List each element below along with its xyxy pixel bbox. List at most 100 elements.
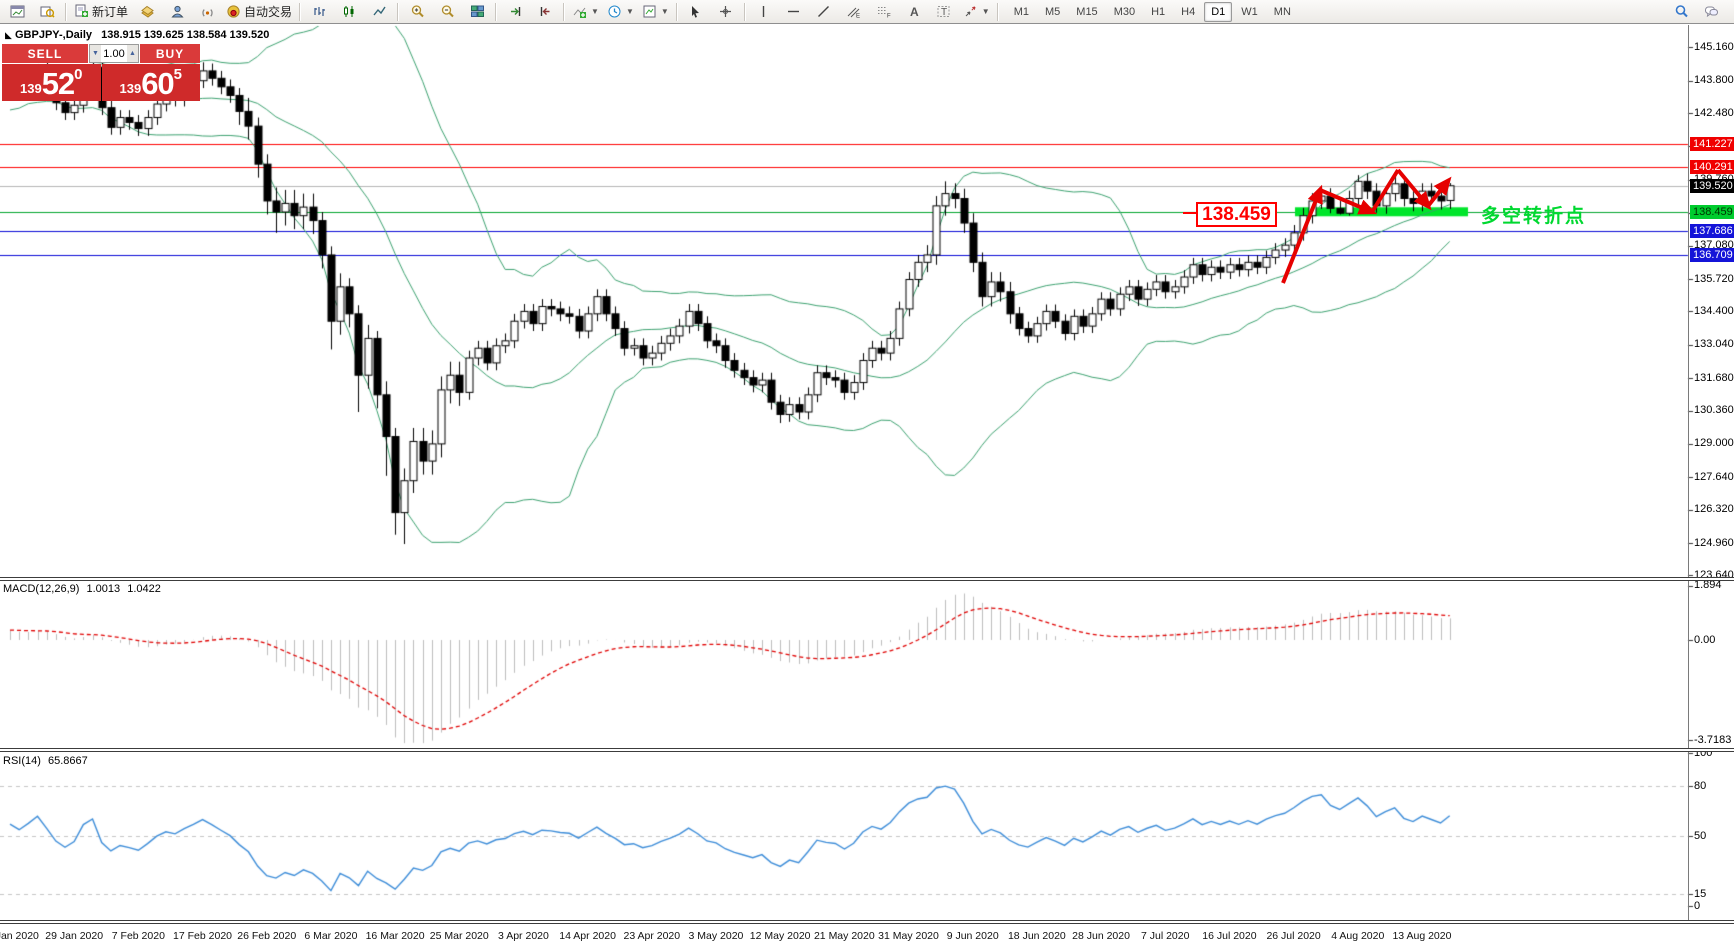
toolbar-button-shift-end[interactable]: [500, 1, 530, 23]
toolbar-button-chat[interactable]: [1696, 1, 1726, 23]
price-axis-tick: 142.480: [1694, 106, 1734, 119]
text-icon: A: [906, 4, 921, 19]
toolbar-button-chart-window[interactable]: [2, 1, 32, 23]
toolbar-button-hline[interactable]: [779, 1, 809, 23]
rsi-axis-tick: 15: [1694, 887, 1707, 900]
timeframe-button-m15[interactable]: M15: [1076, 5, 1098, 18]
rsi-axis-tick: 50: [1694, 829, 1707, 842]
sell-button[interactable]: SELL: [2, 44, 89, 63]
shift-end-icon: [508, 4, 523, 19]
price-callout-box[interactable]: 138.459: [1196, 202, 1277, 227]
toolbar-button-line-chart[interactable]: [364, 1, 394, 23]
toolbar-button-signal[interactable]: [192, 1, 222, 23]
toolbar-button-channel[interactable]: E: [839, 1, 869, 23]
toolbar-button-search[interactable]: [1666, 1, 1696, 23]
timeframe-button-m1[interactable]: M1: [1013, 5, 1029, 18]
date-axis-label: 13 Aug 2020: [1392, 930, 1452, 942]
turning-point-label[interactable]: 多空转折点: [1481, 206, 1587, 227]
toolbar-button-cursor[interactable]: [681, 1, 711, 23]
timeframe-button-w1[interactable]: W1: [1241, 5, 1258, 18]
rsi-label: RSI(14) 65.8667: [3, 755, 88, 767]
buy-price-sup: 5: [173, 66, 183, 83]
timeframe-button-h1[interactable]: H1: [1151, 5, 1166, 18]
timeframe-button-d1[interactable]: D1: [1204, 1, 1233, 22]
price-axis-tick: 130.360: [1694, 404, 1734, 417]
trendline-icon: [816, 4, 831, 19]
toolbar-button-deposit[interactable]: [132, 1, 162, 23]
autotrade-icon: [226, 4, 241, 19]
toolbar-button-vline[interactable]: [749, 1, 779, 23]
toolbar-separator: [495, 2, 498, 21]
zoom-in-icon: [410, 4, 425, 19]
date-axis-label: 3 May 2020: [688, 930, 744, 942]
buy-price[interactable]: 139 60 5: [101, 64, 200, 101]
toolbar-button-arrows[interactable]: ▼: [959, 1, 994, 23]
candle-chart-icon: [342, 4, 357, 19]
timeframe-button-h4[interactable]: H4: [1181, 5, 1196, 18]
price-axis-tick: 133.040: [1694, 338, 1734, 351]
date-axis-label: 31 May 2020: [878, 930, 939, 942]
toolbar-button-text-label[interactable]: T: [929, 1, 959, 23]
price-callout-dash: [1183, 212, 1196, 214]
buy-button[interactable]: BUY: [139, 44, 200, 63]
price-axis-tick: 143.800: [1694, 74, 1734, 87]
data-window-icon: [40, 4, 55, 19]
chevron-down-icon[interactable]: ▼: [591, 7, 599, 16]
toolbar-button-zoom-out[interactable]: [432, 1, 462, 23]
price-line-label: 136.709: [1690, 247, 1734, 262]
chevron-down-icon[interactable]: ▼: [981, 7, 990, 16]
volume-up-button[interactable]: ▲: [127, 45, 138, 62]
one-click-collapse-icon[interactable]: ◣: [5, 30, 12, 40]
date-axis-label: 4 Aug 2020: [1331, 930, 1385, 942]
rsi-pane-separator[interactable]: [0, 748, 1734, 752]
one-click-trading-panel: SELL ▼ 1.00 ▲ BUY 139 52 0 139 60 5: [2, 44, 200, 101]
toolbar-button-trendline[interactable]: [809, 1, 839, 23]
templates-icon: [642, 4, 657, 19]
macd-axis-tick: -3.7183: [1694, 733, 1732, 746]
date-axis-label: 23 Apr 2020: [623, 930, 681, 942]
toolbar-button-auto-scroll[interactable]: [530, 1, 560, 23]
chevron-down-icon[interactable]: ▼: [660, 7, 669, 16]
volume-input[interactable]: 1.00: [103, 47, 125, 60]
price-axis-tick: 134.400: [1694, 304, 1734, 317]
timeframe-button-mn[interactable]: MN: [1273, 5, 1291, 18]
timeframe-button-m30[interactable]: M30: [1113, 5, 1136, 18]
toolbar-button-crosshair[interactable]: [711, 1, 741, 23]
volume-down-button[interactable]: ▼: [90, 45, 101, 62]
toolbar-button-autotrade[interactable]: 自动交易: [222, 1, 296, 23]
ohlc-values: 138.915 139.625 138.584 139.520: [101, 29, 270, 41]
toolbar-button-bar-chart[interactable]: [304, 1, 334, 23]
buy-price-big: 60: [141, 66, 174, 101]
macd-pane-separator[interactable]: [0, 577, 1734, 581]
toolbar-button-text[interactable]: A: [899, 1, 929, 23]
toolbar-button-candle-chart[interactable]: [334, 1, 364, 23]
bar-chart-icon: [312, 4, 327, 19]
toolbar-separator: [563, 2, 566, 21]
symbol-name: GBPJPY-,Daily: [14, 29, 93, 41]
arrows-icon: [963, 4, 978, 19]
date-axis-label: 17 Feb 2020: [173, 930, 233, 942]
tile-windows-icon: [470, 4, 485, 19]
date-axis-label: 7 Feb 2020: [111, 930, 165, 942]
toolbar-button-templates[interactable]: ▼: [638, 1, 673, 23]
toolbar-button-zoom-in[interactable]: [402, 1, 432, 23]
sell-price-sup: 0: [74, 66, 83, 83]
toolbar-button-community[interactable]: [162, 1, 192, 23]
toolbar-button-new-order[interactable]: 新订单: [70, 1, 132, 23]
toolbar-button-fibonacci[interactable]: F: [869, 1, 899, 23]
sell-price[interactable]: 139 52 0: [2, 64, 101, 101]
date-axis-label: 21 May 2020: [813, 930, 875, 942]
search-icon: [1674, 4, 1689, 19]
timeframe-button-m5[interactable]: M5: [1045, 5, 1061, 18]
toolbar-button-data-window[interactable]: [32, 1, 62, 23]
toolbar-button-indicators[interactable]: ▼: [568, 1, 603, 23]
zoom-out-icon: [440, 4, 455, 19]
toolbar-button-periods[interactable]: ▼: [603, 1, 638, 23]
toolbar-button-tile-windows[interactable]: [462, 1, 492, 23]
deposit-icon: [140, 4, 155, 19]
macd-axis-tick: 0.00: [1694, 633, 1716, 646]
price-axis-tick: 131.680: [1694, 371, 1734, 384]
chevron-down-icon[interactable]: ▼: [625, 7, 634, 16]
